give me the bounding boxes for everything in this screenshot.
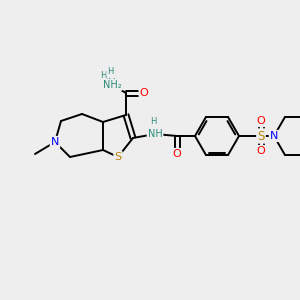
Text: NH₂: NH₂	[103, 80, 121, 90]
Text: O: O	[140, 88, 148, 98]
Text: S: S	[114, 152, 122, 162]
Text: H: H	[107, 67, 113, 76]
Text: NH: NH	[100, 78, 116, 88]
Text: H: H	[100, 70, 106, 80]
Text: O: O	[172, 149, 182, 159]
Text: N: N	[51, 137, 59, 147]
Text: N: N	[270, 131, 278, 141]
Text: H: H	[150, 118, 156, 127]
Text: S: S	[257, 130, 265, 142]
Text: O: O	[256, 146, 266, 156]
Text: NH: NH	[148, 129, 162, 139]
Text: O: O	[256, 116, 266, 126]
